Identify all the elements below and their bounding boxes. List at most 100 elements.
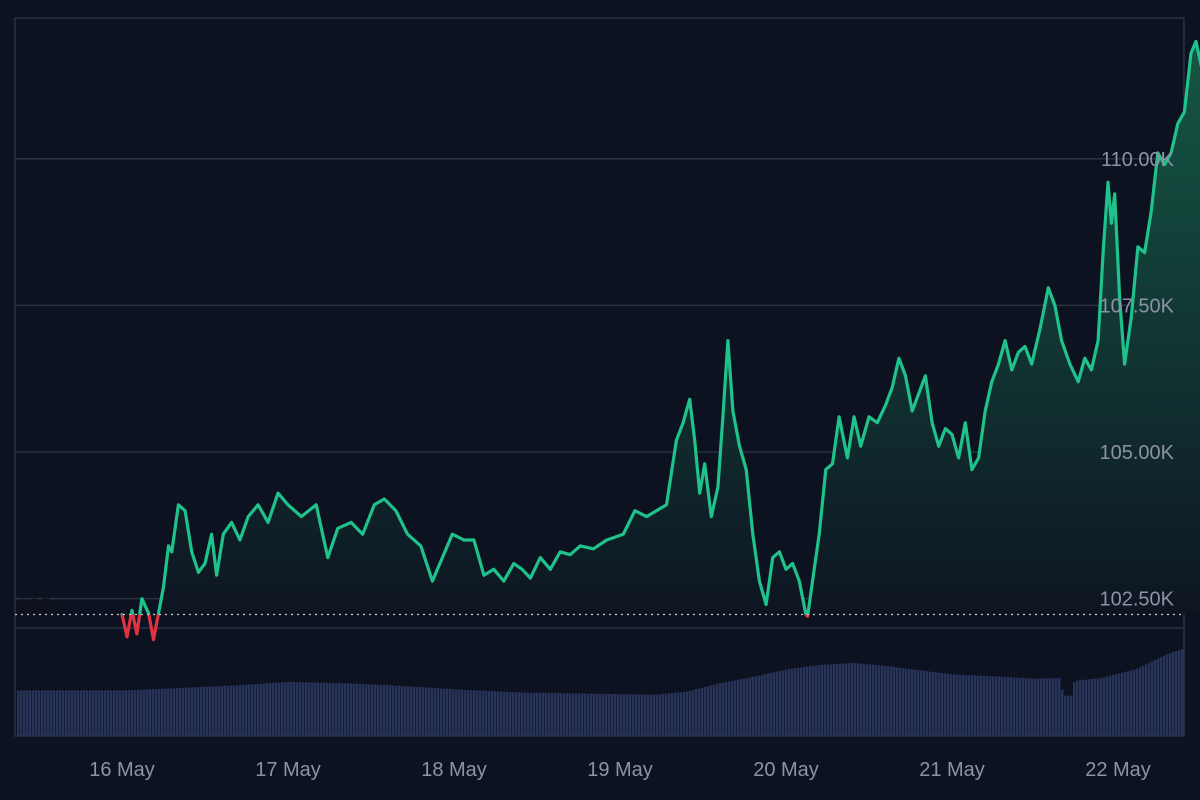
- volume-bar: [632, 694, 635, 736]
- volume-bar: [359, 683, 362, 736]
- volume-bar: [728, 681, 731, 736]
- volume-bar: [50, 690, 53, 736]
- volume-bar: [647, 694, 650, 736]
- volume-bar: [551, 693, 554, 736]
- volume-bar: [983, 675, 986, 736]
- volume-bar: [137, 689, 140, 736]
- volume-bar: [134, 689, 137, 736]
- volume-bar: [245, 684, 248, 736]
- volume-bar: [692, 690, 695, 736]
- volume-bar: [326, 682, 329, 736]
- volume-bar: [323, 682, 326, 736]
- volume-bar: [1037, 678, 1040, 736]
- volume-bar: [1109, 675, 1112, 736]
- volume-bar: [377, 684, 380, 736]
- volume-bar: [905, 668, 908, 736]
- volume-bar: [614, 694, 617, 736]
- volume-bar: [77, 690, 80, 736]
- volume-bar: [20, 690, 23, 736]
- volume-bar: [1169, 652, 1172, 736]
- volume-bar: [152, 689, 155, 736]
- volume-bar: [773, 672, 776, 736]
- volume-bar: [80, 690, 83, 736]
- volume-bar: [401, 685, 404, 736]
- y-tick-label: 110.00K: [1101, 149, 1175, 171]
- volume-bar: [659, 694, 662, 736]
- volume-bar: [713, 684, 716, 736]
- volume-bar: [251, 684, 254, 736]
- volume-bar: [1160, 657, 1163, 736]
- volume-bar: [320, 682, 323, 736]
- volume-bar: [590, 693, 593, 736]
- volume-bar: [869, 664, 872, 736]
- volume-bar: [842, 663, 845, 736]
- volume-bar: [1061, 689, 1064, 736]
- volume-bar: [398, 685, 401, 736]
- volume-bar: [872, 664, 875, 736]
- volume-bar: [275, 682, 278, 736]
- volume-bar: [413, 686, 416, 736]
- volume-bar: [74, 690, 77, 736]
- volume-bar: [56, 690, 59, 736]
- volume-bar: [35, 690, 38, 736]
- volume-bar: [104, 690, 107, 736]
- volume-bar: [758, 675, 761, 736]
- volume-bar: [95, 690, 98, 736]
- price-area-fill: [122, 41, 1200, 615]
- volume-bar: [383, 684, 386, 736]
- volume-bar: [494, 691, 497, 736]
- volume-bar: [587, 693, 590, 736]
- volume-bar: [797, 667, 800, 736]
- volume-bar: [992, 676, 995, 736]
- volume-bar: [1097, 678, 1100, 736]
- volume-bar: [1178, 650, 1181, 736]
- volume-bar: [224, 685, 227, 736]
- volume-bar: [923, 670, 926, 736]
- volume-bar: [290, 681, 293, 736]
- volume-bar: [410, 686, 413, 736]
- volume-bar: [443, 688, 446, 736]
- volume-bar: [1016, 677, 1019, 736]
- volume-bar: [197, 687, 200, 736]
- volume-bar: [989, 676, 992, 736]
- volume-bar: [995, 676, 998, 736]
- volume-bar: [281, 682, 284, 736]
- volume-bar: [233, 685, 236, 736]
- x-tick-label: 20 May: [753, 759, 819, 781]
- volume-bar: [743, 678, 746, 736]
- volume-bar: [977, 675, 980, 736]
- volume-bar: [602, 693, 605, 736]
- volume-bar: [1040, 678, 1043, 736]
- volume-bar: [1082, 679, 1085, 736]
- volume-bar: [845, 663, 848, 736]
- volume-bar: [1151, 661, 1154, 736]
- volume-bar: [1046, 678, 1049, 736]
- volume-bar: [980, 675, 983, 736]
- volume-bar: [29, 690, 32, 736]
- volume-bar: [116, 690, 119, 736]
- volume-bar: [710, 685, 713, 736]
- volume-bar: [23, 690, 26, 736]
- volume-bar: [464, 689, 467, 736]
- volume-bar: [473, 690, 476, 736]
- volume-bar: [482, 690, 485, 736]
- volume-bar: [260, 683, 263, 736]
- volume-bar: [1115, 674, 1118, 736]
- volume-bar: [668, 693, 671, 736]
- volume-bar: [896, 667, 899, 736]
- volume-bar: [236, 685, 239, 736]
- volume-bar: [677, 692, 680, 736]
- volume-bar: [110, 690, 113, 736]
- volume-bar: [524, 692, 527, 736]
- volume-bar: [374, 684, 377, 736]
- volume-bar: [1112, 674, 1115, 736]
- volume-bar: [83, 690, 86, 736]
- volume-bar: [161, 688, 164, 736]
- volume-bar: [836, 663, 839, 736]
- volume-bar: [608, 693, 611, 736]
- volume-bar: [335, 682, 338, 736]
- volume-bar: [719, 683, 722, 736]
- volume-bar: [1031, 678, 1034, 736]
- volume-bar: [572, 693, 575, 736]
- volume-bar: [1073, 682, 1076, 736]
